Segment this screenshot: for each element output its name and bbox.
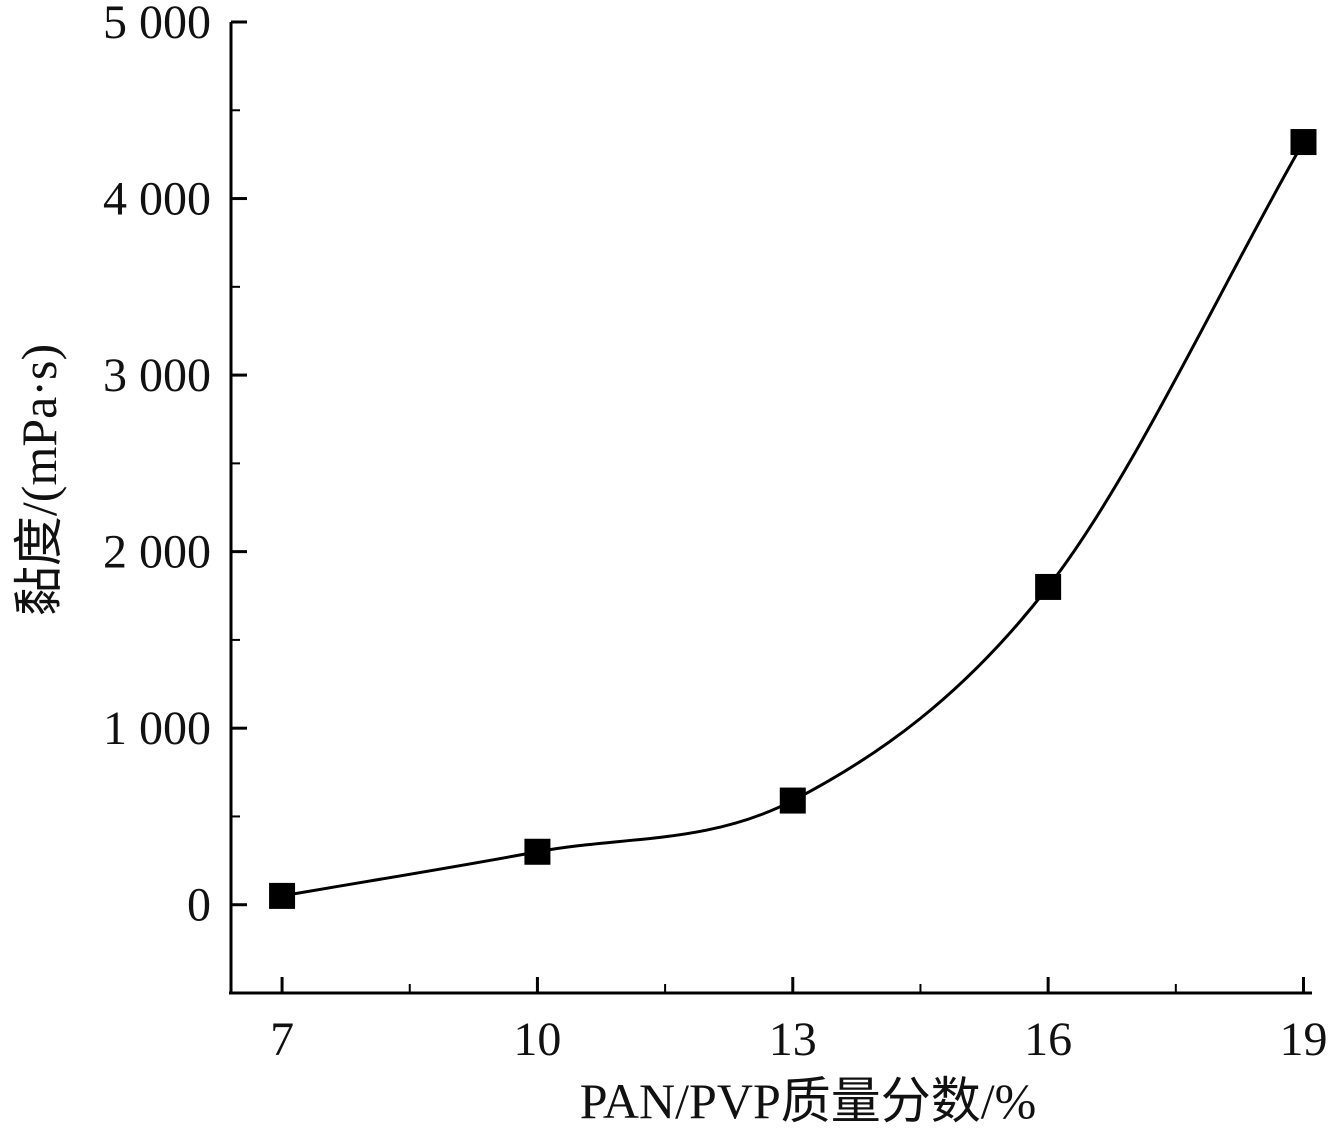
x-tick-label: 13 [769,1013,817,1066]
y-ticks: 0 1 000 2 000 3 000 4 000 5 000 [103,0,247,994]
data-point-marker [1290,129,1317,156]
series-line [281,141,1305,898]
x-tick-label: 7 [270,1013,294,1066]
y-tick-label: 5 000 [103,0,211,49]
data-point-marker [524,838,551,865]
data-point-marker [779,787,806,814]
y-tick-label: 1 000 [103,702,211,755]
data-point-marker [269,882,296,909]
x-axis-title: PAN/PVP质量分数/% [580,1073,1037,1129]
y-tick-label: 0 [187,879,211,932]
x-tick-label: 16 [1024,1013,1072,1066]
data-point-marker [1035,573,1062,600]
x-tick-label: 10 [513,1013,561,1066]
x-ticks: 7 10 13 16 19 [270,977,1327,1066]
y-axis-title: 黏度/(mPa·s) [11,344,67,616]
x-tick-label: 19 [1279,1013,1327,1066]
y-tick-label: 3 000 [103,349,211,402]
y-tick-label: 4 000 [103,173,211,226]
series-markers [269,129,1317,909]
y-tick-label: 2 000 [103,526,211,579]
